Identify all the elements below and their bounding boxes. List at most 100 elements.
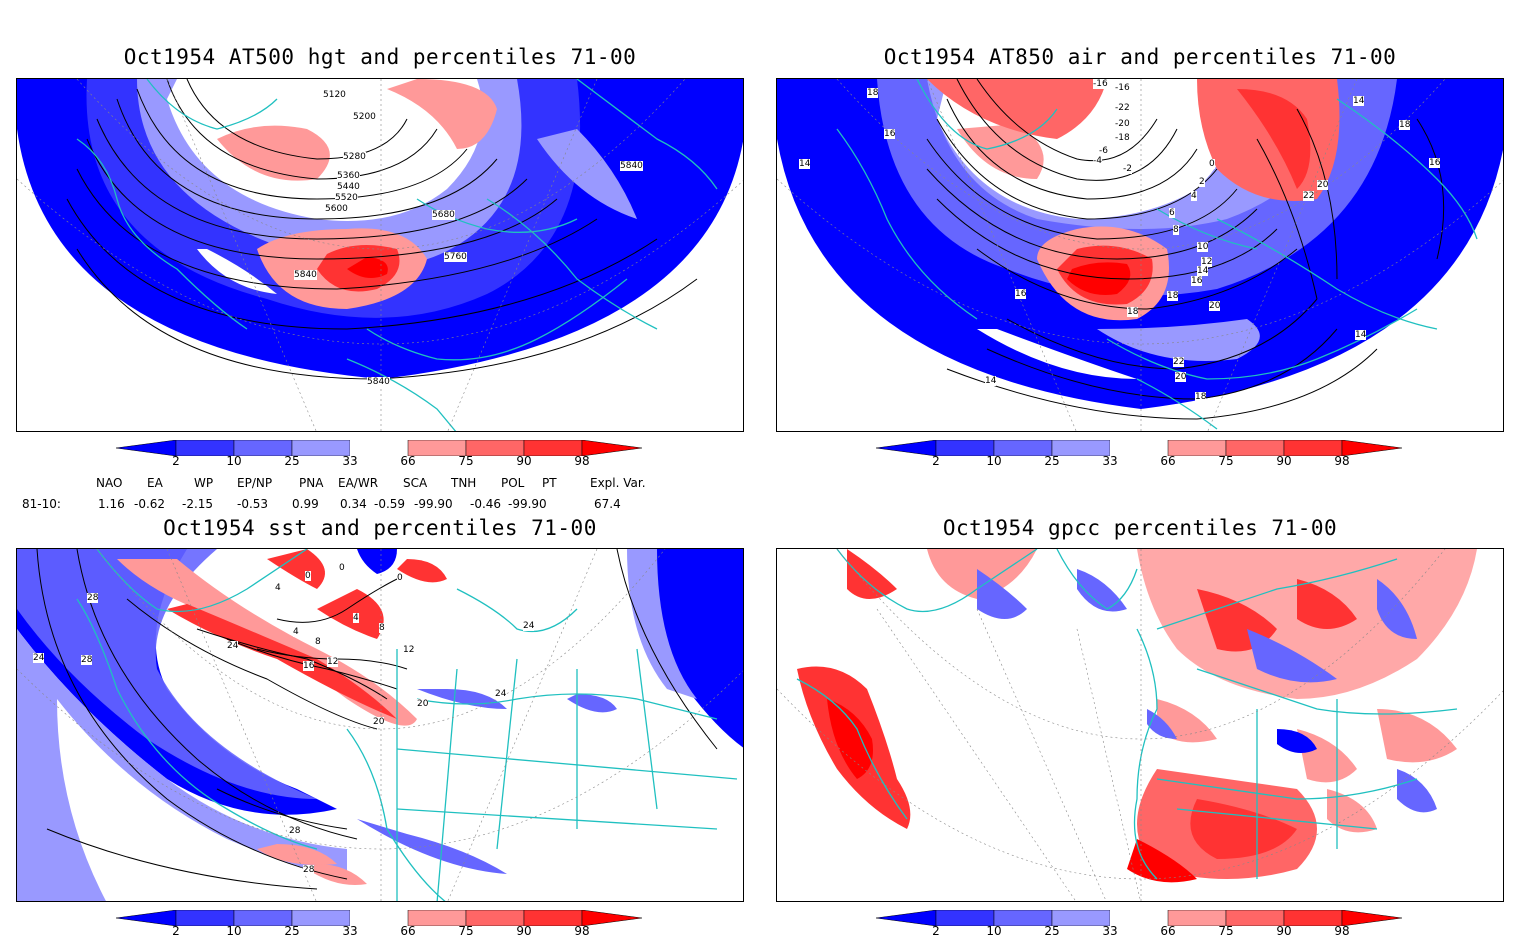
contour-label: 28 [289,826,301,836]
map-gpcc-figure [777,549,1503,901]
colorbar-bottom-right-swatches [876,910,1403,926]
colorbar-top-right: 2 10 25 33 66 75 90 98 [876,440,1406,474]
index-header: Expl. Var. [590,476,646,490]
contour-label: 16 [1191,276,1203,286]
contour-label: 5440 [337,182,360,192]
contour-label: 18 [1399,120,1411,130]
contour-label: 16 [303,661,315,671]
contour-label: 5120 [323,90,346,100]
colorbar-label: 25 [1044,454,1060,468]
contour-label: -22 [1115,103,1130,113]
colorbar-label: 25 [284,924,300,938]
panel-title-hgt500: Oct1954 AT500 hgt and percentiles 71-00 [123,45,637,69]
contour-label: 14 [1353,96,1365,106]
colorbar-label: 66 [400,454,416,468]
contour-label: 18 [867,88,879,98]
contour-label: -16 [1115,83,1130,93]
contour-label: 0 [1209,159,1215,169]
colorbar-label: 10 [986,924,1002,938]
contour-label: 12 [403,645,415,655]
contour-label: -20 [1115,119,1130,129]
contour-label: 0 [339,563,345,573]
colorbar-label: 98 [1334,924,1350,938]
colorbar-label: 90 [1276,924,1292,938]
map-air850-figure [777,79,1503,431]
contour-label: 4 [353,613,359,623]
contour-label: 24 [33,653,45,663]
contour-label: 5280 [343,152,366,162]
contour-label: 14 [985,376,997,386]
colorbar-label: 98 [1334,454,1350,468]
colorbar-label: 33 [342,454,358,468]
contour-label: 18 [1167,291,1179,301]
contour-label: 12 [327,657,339,667]
contour-label: 18 [1195,392,1207,402]
panel-title-gpcc: Oct1954 gpcc percentiles 71-00 [942,516,1338,540]
index-header: POL [501,476,525,490]
colorbar-label: 75 [458,454,474,468]
contour-label: 5600 [325,204,348,214]
contour-label: 5680 [432,210,455,220]
contour-label: 0 [305,571,311,581]
colorbar-label: 2 [172,454,180,468]
colorbar-label: 98 [574,454,590,468]
contour-label: 16 [884,129,896,139]
contour-label: 5840 [367,377,390,387]
index-value: -0.46 [470,497,502,511]
colorbar-label: 98 [574,924,590,938]
colorbar-bottom-right: 2 10 25 33 66 75 90 98 [876,910,1406,944]
colorbar-label: 75 [458,924,474,938]
colorbar-label: 66 [1160,924,1176,938]
map-sst-figure [17,549,743,901]
index-header: NAO [96,476,123,490]
index-value: -99.90 [508,497,547,511]
index-value: -2.15 [182,497,214,511]
colorbar-top-left-swatches [116,440,643,456]
contour-label: 14 [799,159,811,169]
contour-label: 16 [1429,158,1441,168]
colorbar-label: 25 [1044,924,1060,938]
contour-label: 4 [1191,191,1197,201]
contour-label: 24 [495,689,507,699]
contour-label: -16 [1093,79,1108,89]
colorbar-label: 10 [986,454,1002,468]
index-value: -0.62 [134,497,166,511]
contour-label: 5840 [620,161,643,171]
colorbar-bottom-left: 2 10 25 33 66 75 90 98 [116,910,646,944]
contour-label: -4 [1093,156,1102,166]
colorbar-label: 2 [932,454,940,468]
contour-label: 28 [81,655,93,665]
colorbar-bottom-left-swatches [116,910,643,926]
index-value: -0.53 [237,497,269,511]
colorbar-label: 75 [1218,924,1234,938]
index-header: WP [194,476,214,490]
contour-label: 6 [1169,208,1175,218]
colorbar-label: 90 [516,924,532,938]
contour-label: 22 [1303,191,1315,201]
contour-label: 10 [1197,242,1209,252]
contour-label: 24 [523,621,535,631]
map-gpcc [776,548,1504,902]
index-row-label: 81-10: [22,497,61,511]
index-header: EA/WR [338,476,379,490]
colorbar-label: 90 [1276,454,1292,468]
contour-label: 28 [87,593,99,603]
colorbar-top-right-swatches [876,440,1403,456]
contour-label: 12 [1201,257,1213,267]
index-value: -0.59 [374,497,406,511]
contour-label: -6 [1099,146,1108,156]
contour-label: 18 [1127,307,1139,317]
panel-title-air850: Oct1954 AT850 air and percentiles 71-00 [883,45,1397,69]
index-header: EP/NP [237,476,273,490]
colorbar-label: 2 [172,924,180,938]
panel-title-sst: Oct1954 sst and percentiles 71-00 [163,516,597,540]
index-value: -99.90 [414,497,453,511]
colorbar-label: 33 [1102,924,1118,938]
index-value: 0.99 [292,497,319,511]
contour-label: 5200 [353,112,376,122]
contour-label: 5360 [337,171,360,181]
index-header: TNH [451,476,477,490]
map-air850: 18 16 14 -16 -16 -22 -20 -18 -6 -4 -2 0 … [776,78,1504,432]
map-sst: 28 24 28 24 4 0 0 0 4 8 12 16 20 24 4 8 … [16,548,744,902]
contour-label: 16 [1015,289,1027,299]
